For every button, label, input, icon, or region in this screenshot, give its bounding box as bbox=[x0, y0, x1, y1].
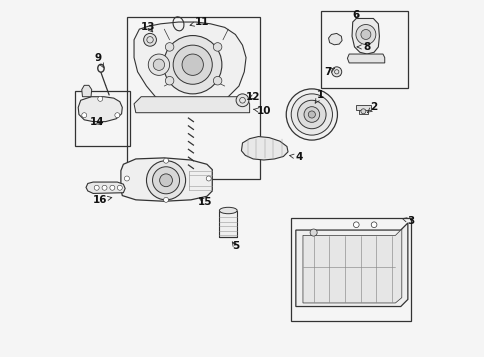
Circle shape bbox=[360, 30, 370, 40]
Ellipse shape bbox=[219, 207, 237, 214]
Circle shape bbox=[152, 167, 179, 194]
Polygon shape bbox=[134, 22, 245, 111]
Text: 12: 12 bbox=[245, 92, 260, 102]
Circle shape bbox=[148, 54, 169, 75]
Polygon shape bbox=[185, 171, 196, 178]
Circle shape bbox=[290, 94, 332, 135]
Circle shape bbox=[110, 185, 115, 190]
Polygon shape bbox=[121, 158, 212, 201]
Circle shape bbox=[146, 161, 185, 200]
Polygon shape bbox=[351, 19, 378, 54]
Bar bbox=[290, 218, 410, 321]
Circle shape bbox=[117, 185, 122, 190]
Text: 9: 9 bbox=[95, 52, 104, 68]
Circle shape bbox=[115, 113, 120, 118]
Circle shape bbox=[102, 185, 107, 190]
Circle shape bbox=[143, 34, 156, 46]
Circle shape bbox=[159, 174, 172, 187]
Circle shape bbox=[163, 158, 168, 163]
Text: 4: 4 bbox=[289, 152, 302, 162]
Polygon shape bbox=[295, 223, 407, 307]
Text: 1: 1 bbox=[315, 90, 324, 103]
Polygon shape bbox=[356, 105, 370, 110]
Text: 15: 15 bbox=[197, 197, 212, 207]
Bar bbox=[320, 11, 407, 88]
Polygon shape bbox=[241, 136, 287, 160]
Circle shape bbox=[165, 42, 173, 51]
Polygon shape bbox=[82, 85, 91, 97]
Bar bbox=[219, 211, 237, 237]
Circle shape bbox=[236, 94, 248, 107]
Text: 16: 16 bbox=[93, 195, 111, 205]
Polygon shape bbox=[358, 109, 367, 114]
Text: 7: 7 bbox=[323, 67, 334, 77]
Circle shape bbox=[153, 59, 164, 70]
Text: 11: 11 bbox=[190, 17, 209, 27]
Circle shape bbox=[309, 229, 317, 236]
Circle shape bbox=[213, 76, 221, 85]
Circle shape bbox=[163, 197, 168, 202]
Circle shape bbox=[353, 222, 358, 227]
Text: 6: 6 bbox=[352, 10, 359, 20]
Circle shape bbox=[124, 176, 129, 181]
Polygon shape bbox=[328, 34, 341, 45]
Polygon shape bbox=[86, 182, 125, 193]
Circle shape bbox=[331, 67, 341, 77]
Circle shape bbox=[303, 107, 319, 122]
Polygon shape bbox=[347, 54, 384, 63]
Circle shape bbox=[360, 109, 365, 114]
Circle shape bbox=[165, 76, 173, 85]
Circle shape bbox=[182, 54, 203, 75]
Polygon shape bbox=[302, 229, 401, 303]
Polygon shape bbox=[78, 97, 122, 122]
Circle shape bbox=[370, 222, 376, 227]
Circle shape bbox=[297, 100, 325, 129]
Text: 8: 8 bbox=[356, 42, 370, 52]
Circle shape bbox=[355, 25, 375, 44]
Circle shape bbox=[163, 36, 221, 94]
Circle shape bbox=[308, 111, 315, 118]
Bar bbox=[127, 17, 260, 178]
Circle shape bbox=[213, 42, 221, 51]
Circle shape bbox=[206, 176, 211, 181]
Text: 3: 3 bbox=[401, 216, 414, 226]
Circle shape bbox=[173, 45, 212, 84]
Circle shape bbox=[98, 96, 103, 101]
Text: 10: 10 bbox=[253, 106, 271, 116]
Bar bbox=[333, 68, 339, 75]
Text: 2: 2 bbox=[367, 102, 377, 112]
Circle shape bbox=[94, 185, 99, 190]
Text: 14: 14 bbox=[89, 117, 104, 127]
Bar bbox=[75, 91, 130, 146]
Circle shape bbox=[286, 89, 337, 140]
Text: 13: 13 bbox=[141, 22, 155, 32]
Text: 5: 5 bbox=[231, 241, 239, 251]
Circle shape bbox=[82, 113, 87, 118]
Polygon shape bbox=[134, 97, 249, 113]
